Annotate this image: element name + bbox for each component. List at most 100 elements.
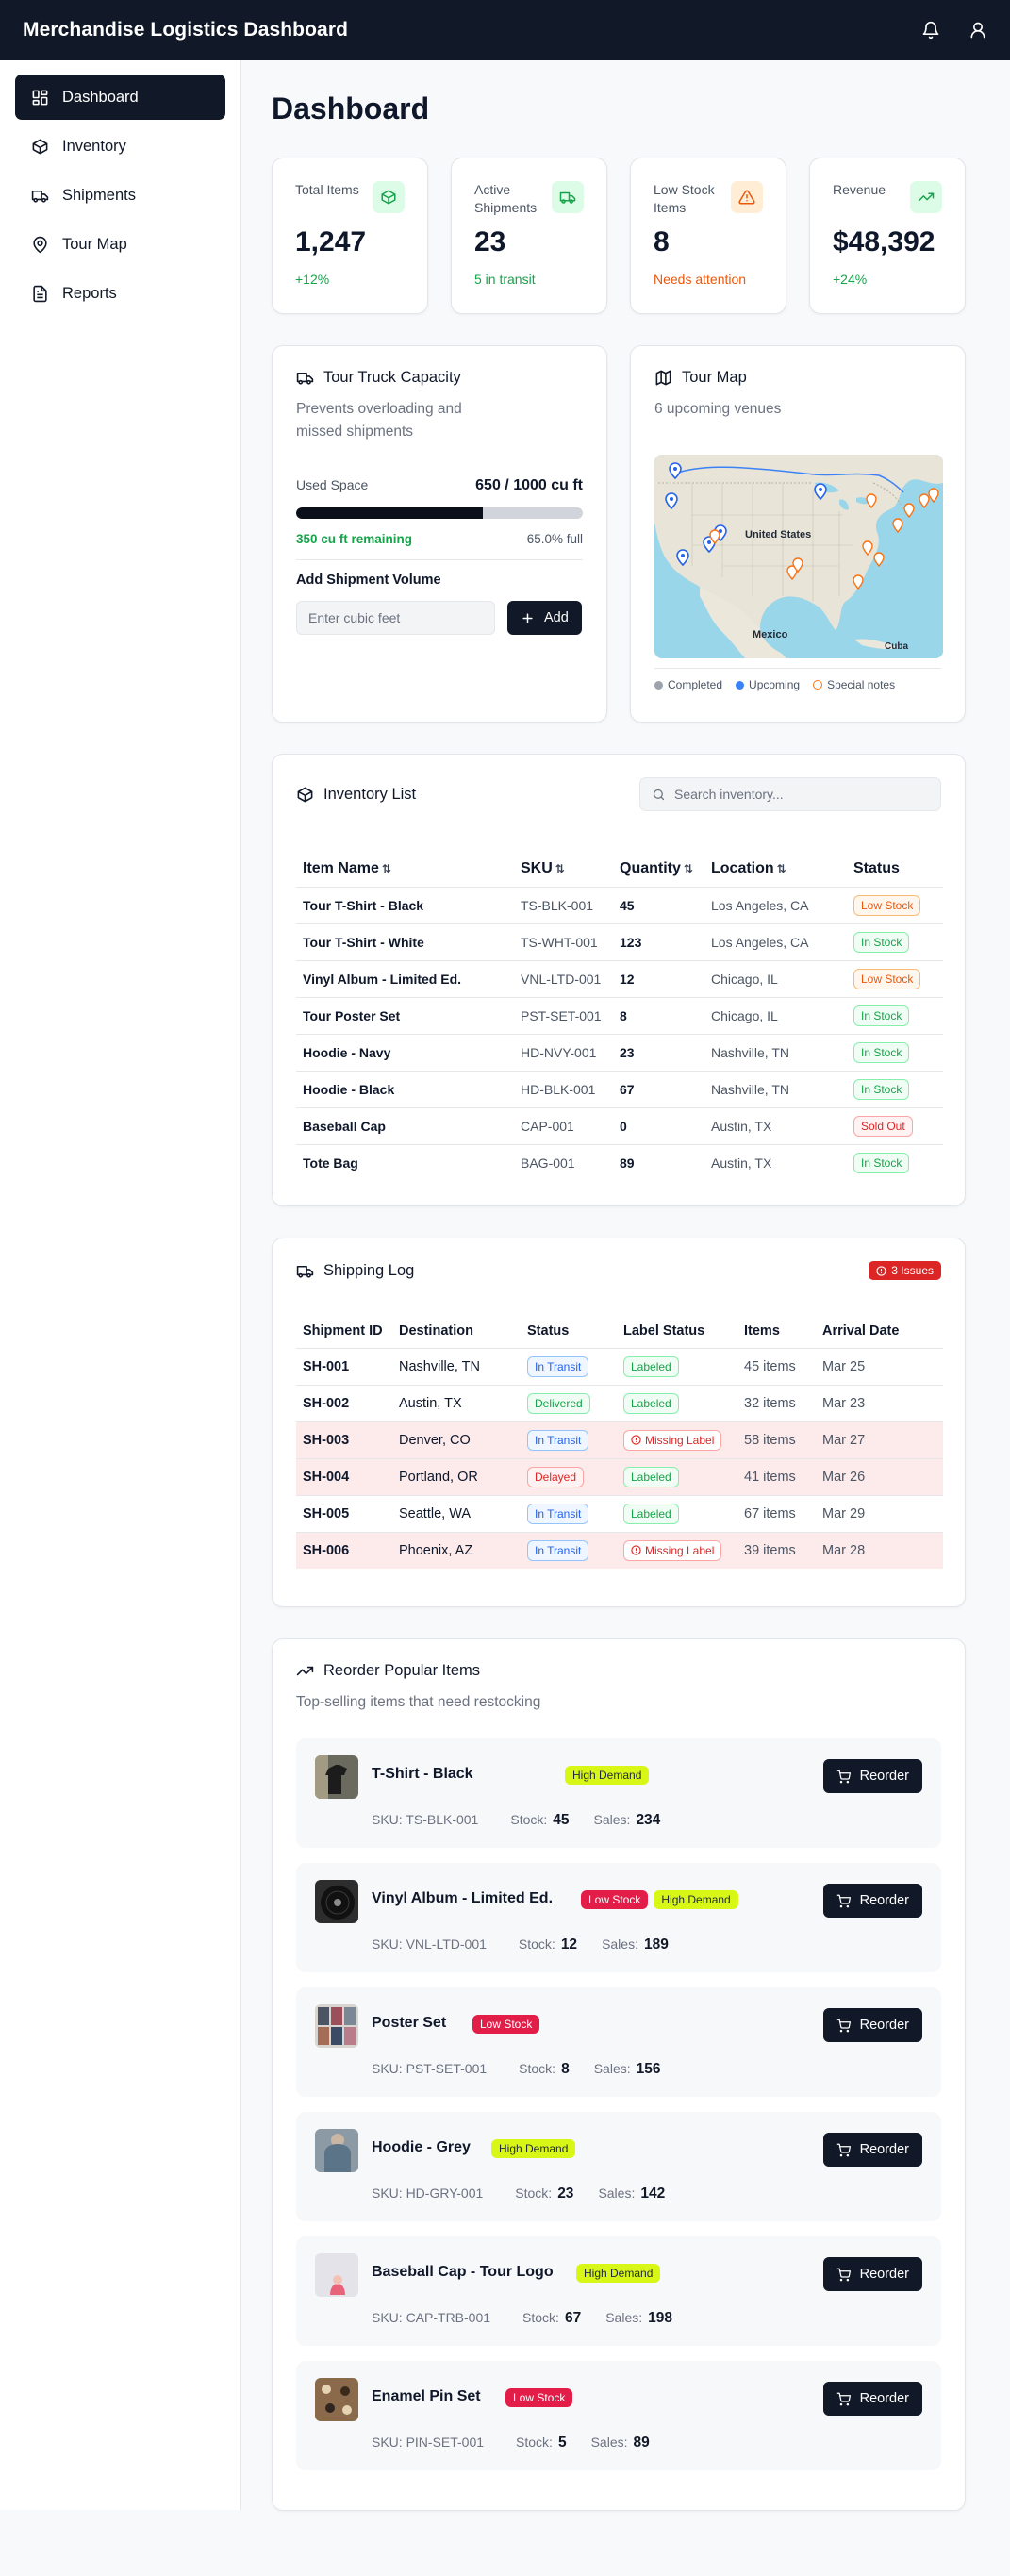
percent-full: 65.0% full xyxy=(526,532,583,546)
reorder-button[interactable]: Reorder xyxy=(822,1884,922,1918)
shipment-id: SH-006 xyxy=(296,1531,392,1569)
inventory-search[interactable] xyxy=(639,777,941,811)
stock-value: 45 xyxy=(553,1812,570,1828)
low-stock-tag: Low Stock xyxy=(581,1890,649,1909)
product-sku: SKU: VNL-LTD-001 xyxy=(372,1936,487,1952)
column-header-item-name[interactable]: Item Name ⇅ xyxy=(303,859,391,876)
table-row[interactable]: Vinyl Album - Limited Ed. VNL-LTD-001 12 Ch… xyxy=(296,959,943,997)
shipment-status-badge: Delivered xyxy=(527,1392,590,1414)
add-volume-button[interactable]: Add xyxy=(507,601,582,635)
shipment-arrival-date: Mar 26 xyxy=(816,1457,943,1495)
table-row[interactable]: SH-002 Austin, TX Delivered Labeled 32 items… xyxy=(296,1384,943,1421)
reorder-button-label: Reorder xyxy=(859,2018,909,2033)
status-badge: In Stock xyxy=(853,1152,910,1173)
sidebar-item-reports[interactable]: Reports xyxy=(15,271,225,316)
table-row[interactable]: SH-004 Portland, OR Delayed Labeled 41 items… xyxy=(296,1457,943,1495)
shipment-items: 41 items xyxy=(737,1457,816,1495)
reorder-item: Baseball Cap - Tour Logo High Demand SKU: … xyxy=(296,2236,941,2346)
sort-icon: ⇅ xyxy=(683,861,693,875)
column-header-location[interactable]: Location ⇅ xyxy=(711,859,786,876)
status-badge: In Stock xyxy=(853,1005,910,1026)
stat-sub: +12% xyxy=(295,272,330,287)
sidebar-item-inventory[interactable]: Inventory xyxy=(15,124,225,169)
tour-map[interactable]: United States Mexico Cuba xyxy=(654,455,943,658)
shipment-destination: Seattle, WA xyxy=(392,1494,521,1532)
shipment-id: SH-001 xyxy=(296,1347,392,1385)
sidebar-item-shipments[interactable]: Shipments xyxy=(15,173,225,218)
item-name: Vinyl Album - Limited Ed. xyxy=(296,959,514,997)
stock-value: 5 xyxy=(557,2435,567,2451)
stat-label: Low Stock Items xyxy=(654,182,715,215)
item-location: Nashville, TN xyxy=(704,1033,847,1071)
product-thumbnail xyxy=(315,1880,358,1923)
truck-icon xyxy=(552,181,584,213)
inventory-table: Item Name ⇅ SKU ⇅ Quantity ⇅ Location ⇅ Stat… xyxy=(296,851,943,1181)
reorder-button[interactable]: Reorder xyxy=(822,2008,922,2042)
column-header-quantity[interactable]: Quantity ⇅ xyxy=(620,859,693,876)
stock-value: 23 xyxy=(557,2185,574,2202)
shopping-cart-icon xyxy=(836,1770,851,1783)
stat-card-revenue: Revenue $48,392 +24% xyxy=(809,158,966,314)
table-row[interactable]: Baseball Cap CAP-001 0 Austin, TX Sold Out xyxy=(296,1106,943,1144)
table-row[interactable]: SH-001 Nashville, TN In Transit Labeled 45 i… xyxy=(296,1347,943,1385)
stock-value: 67 xyxy=(564,2310,582,2326)
product-name: Baseball Cap - Tour Logo xyxy=(372,2264,554,2280)
item-name: Tour T-Shirt - Black xyxy=(296,886,514,923)
column-header-sku[interactable]: SKU ⇅ xyxy=(521,859,565,876)
sales-label: Sales: xyxy=(593,2061,631,2076)
sidebar-item-tour-map[interactable]: Tour Map xyxy=(15,222,225,267)
high-demand-tag: High Demand xyxy=(491,2139,576,2158)
capacity-progress-bar xyxy=(296,507,583,519)
shipment-destination: Phoenix, AZ xyxy=(392,1531,521,1569)
table-row[interactable]: Tour T-Shirt - Black TS-BLK-001 45 Los Ange… xyxy=(296,886,943,923)
map-canvas: United States Mexico Cuba xyxy=(654,455,943,658)
table-row[interactable]: SH-005 Seattle, WA In Transit Labeled 67 ite… xyxy=(296,1494,943,1532)
shipment-status-badge: In Transit xyxy=(527,1539,589,1561)
reorder-button[interactable]: Reorder xyxy=(822,2133,922,2167)
shipment-arrival-date: Mar 29 xyxy=(816,1494,943,1532)
low-stock-tag: Low Stock xyxy=(505,2388,573,2407)
card-title: Tour Truck Capacity xyxy=(323,369,461,386)
reorder-button[interactable]: Reorder xyxy=(822,2257,922,2291)
reorder-item: Enamel Pin Set Low Stock SKU: PIN-SET-001 S… xyxy=(296,2361,941,2470)
stats-row: Total Items 1,247 +12% Active Shipments … xyxy=(272,158,966,314)
shopping-cart-icon xyxy=(836,2143,851,2156)
product-thumbnail xyxy=(315,2004,358,2048)
stock-label: Stock: xyxy=(510,1812,548,1827)
cubic-feet-input[interactable] xyxy=(296,601,495,635)
alert-circle-icon xyxy=(631,1434,641,1445)
table-row[interactable]: SH-006 Phoenix, AZ In Transit Missing Label… xyxy=(296,1531,943,1569)
sidebar-item-label: Inventory xyxy=(62,137,126,155)
used-space-value: 650 / 1000 cu ft xyxy=(475,477,583,493)
table-row[interactable]: Tour Poster Set PST-SET-001 8 Chicago, IL In… xyxy=(296,996,943,1034)
table-row[interactable]: Hoodie - Navy HD-NVY-001 23 Nashville, TN In… xyxy=(296,1033,943,1071)
reorder-button[interactable]: Reorder xyxy=(822,2382,922,2416)
item-name: Tour Poster Set xyxy=(296,996,514,1034)
table-row[interactable]: Hoodie - Black HD-BLK-001 67 Nashville, TN I… xyxy=(296,1070,943,1107)
product-name: T-Shirt - Black xyxy=(372,1766,473,1782)
bell-icon[interactable] xyxy=(921,21,940,40)
user-icon[interactable] xyxy=(969,21,987,40)
item-sku: TS-WHT-001 xyxy=(514,922,613,960)
reorder-button[interactable]: Reorder xyxy=(822,1759,922,1793)
table-row[interactable]: Tour T-Shirt - White TS-WHT-001 123 Los Ang… xyxy=(296,922,943,960)
status-badge: In Stock xyxy=(853,1078,910,1100)
search-input[interactable] xyxy=(674,787,919,802)
product-sku: SKU: TS-BLK-001 xyxy=(372,1812,479,1827)
item-location: Los Angeles, CA xyxy=(704,886,847,923)
sidebar-item-label: Tour Map xyxy=(62,235,127,253)
trending-up-icon xyxy=(910,181,942,213)
sidebar-item-dashboard[interactable]: Dashboard xyxy=(15,75,225,120)
status-badge: In Stock xyxy=(853,931,910,953)
sales-label: Sales: xyxy=(602,1936,638,1952)
table-row[interactable]: SH-003 Denver, CO In Transit Missing Label 5… xyxy=(296,1421,943,1458)
product-thumbnail xyxy=(315,2253,358,2297)
alert-circle-icon xyxy=(631,1545,641,1555)
reorder-button-label: Reorder xyxy=(859,1769,909,1784)
stock-label: Stock: xyxy=(519,2061,556,2076)
table-row[interactable]: Tote Bag BAG-001 89 Austin, TX In Stock xyxy=(296,1143,943,1181)
item-location: Nashville, TN xyxy=(704,1070,847,1107)
item-quantity: 67 xyxy=(613,1070,704,1107)
shipment-status-badge: Delayed xyxy=(527,1466,585,1487)
item-name: Hoodie - Navy xyxy=(296,1033,514,1071)
